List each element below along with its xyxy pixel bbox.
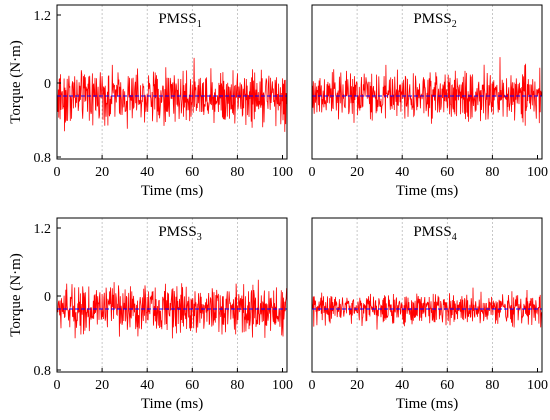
x-tick-label: 100 <box>527 165 548 180</box>
panel-frame <box>311 217 543 373</box>
plot-area <box>312 218 542 372</box>
x-tick-label: 60 <box>185 165 199 180</box>
x-tick-label: 20 <box>350 378 364 393</box>
x-tick-label: 0 <box>54 378 61 393</box>
panel-frame <box>56 217 288 373</box>
panel-title: PMSS1 <box>158 11 201 30</box>
y-tick-label: 0 <box>44 290 51 305</box>
x-tick-label: 20 <box>95 378 109 393</box>
y-axis-title: Torque (N·m) <box>8 253 24 337</box>
y-axis-title: Torque (N·m) <box>8 40 24 124</box>
x-tick-label: 60 <box>440 165 454 180</box>
x-tick-label: 40 <box>395 165 409 180</box>
series-line <box>311 57 543 126</box>
x-tick-label: 0 <box>309 165 316 180</box>
chart-panel-2: 0 20 40 60 80 100 Time (ms) PMSS2 <box>309 4 548 199</box>
y-tick-label: 0.8 <box>34 151 52 166</box>
x-tick-label: 20 <box>95 165 109 180</box>
x-tick-label: 40 <box>395 378 409 393</box>
y-tick-label: 0.8 <box>34 364 52 379</box>
x-tick-label: 80 <box>485 378 499 393</box>
x-tick-label: 60 <box>440 378 454 393</box>
chart-panel-4: 0 20 40 60 80 100 Time (ms) PMSS4 <box>309 217 548 412</box>
x-axis-title: Time (ms) <box>141 396 203 412</box>
x-tick-label: 0 <box>309 378 316 393</box>
x-tick-label: 40 <box>140 165 154 180</box>
x-tick-label: 0 <box>54 165 61 180</box>
x-tick-label: 100 <box>272 165 293 180</box>
x-tick-label: 100 <box>272 378 293 393</box>
panel-frame <box>311 4 543 160</box>
panel-title: PMSS3 <box>158 224 201 243</box>
x-tick-label: 20 <box>350 165 364 180</box>
x-tick-label: 60 <box>185 378 199 393</box>
panel-title: PMSS2 <box>413 11 456 30</box>
x-tick-label: 80 <box>230 378 244 393</box>
x-tick-label: 80 <box>230 165 244 180</box>
panel-title: PMSS4 <box>413 224 456 243</box>
series-line <box>56 57 288 132</box>
x-axis-title: Time (ms) <box>396 183 458 199</box>
panel-frame <box>56 4 288 160</box>
x-tick-label: 40 <box>140 378 154 393</box>
y-tick-label: 0 <box>44 77 51 92</box>
y-tick-label: 1.2 <box>34 9 52 24</box>
series-line <box>56 279 288 339</box>
x-tick-label: 80 <box>485 165 499 180</box>
y-tick-label: 1.2 <box>34 222 52 237</box>
x-axis-title: Time (ms) <box>141 183 203 199</box>
x-tick-label: 100 <box>527 378 548 393</box>
series-line <box>311 287 543 330</box>
x-axis-title: Time (ms) <box>396 396 458 412</box>
